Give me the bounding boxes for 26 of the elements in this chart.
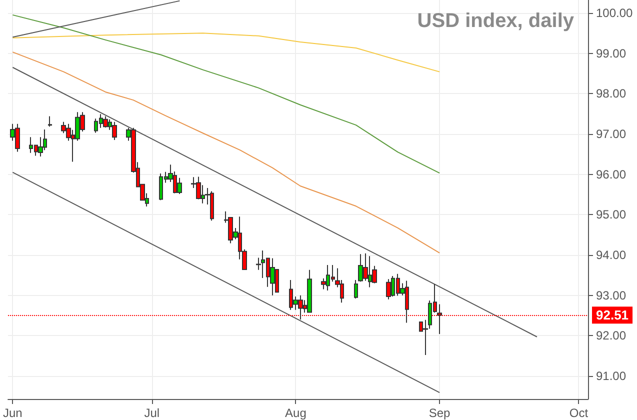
x-tick-label: Oct [569,406,589,420]
line-series [12,52,440,254]
candlestick [354,279,358,300]
x-tick-label: Jul [144,406,160,420]
x-tick-label: Sep [428,406,451,420]
y-tick-label: 96.00 [596,167,626,182]
candlestick [112,121,117,140]
x-tick-label: Jun [2,406,22,420]
y-tick-label: 94.00 [596,248,626,262]
line-series [12,32,440,72]
candlestick [48,116,52,128]
ref-line-label: 92.51 [596,308,629,323]
candlestick [307,269,312,313]
text: USD index, daily [417,10,575,32]
candlestick [270,258,275,296]
y-tick-label: 92.00 [596,328,626,343]
x-tick-label: Aug [285,406,306,420]
candlestick [386,278,391,300]
y-tick-label: 91.00 [596,369,626,384]
y-tick-label: 97.00 [596,126,626,141]
y-tick-label: 98.00 [596,86,626,101]
y-tick-label: 93.00 [596,288,626,302]
y-tick-label: 100.00 [596,6,634,20]
y-tick-label: 95.00 [596,208,626,222]
candlestick [103,116,108,128]
y-tick-label: 99.00 [596,46,626,60]
